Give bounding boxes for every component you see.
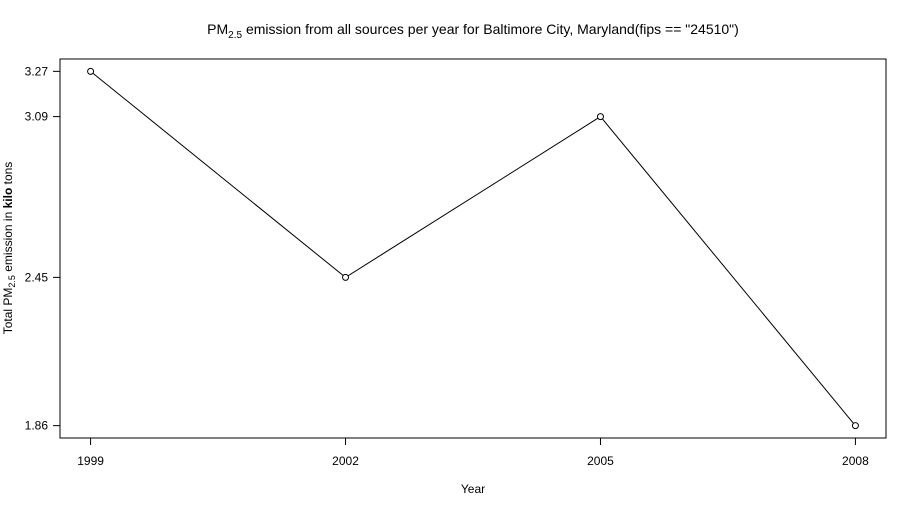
data-point [342,273,350,281]
data-point [87,67,95,75]
plot-frame [59,58,887,439]
x-tick-label: 1999 [77,454,104,468]
y-tick-label: 2.45 [25,270,49,284]
y-axis-label: Total PM2.5 emission in kilo tons [1,162,17,335]
y-tick-label: 3.09 [25,110,49,124]
y-tick-label: 1.86 [25,419,49,433]
x-tick-label: 2008 [842,454,869,468]
x-axis: 1999 2002 2005 2008 [77,437,869,468]
x-tick-label: 2002 [332,454,359,468]
chart-title: PM2.5 emission from all sources per year… [207,21,739,41]
x-tick-label: 2005 [587,454,614,468]
x-axis-label: Year [461,482,485,496]
data-point [851,422,859,430]
data-point [596,113,604,121]
series-group [87,67,859,430]
y-axis: 1.86 2.45 3.09 3.27 [25,64,61,433]
y-tick-label: 3.27 [25,64,49,78]
series-line [90,70,856,426]
